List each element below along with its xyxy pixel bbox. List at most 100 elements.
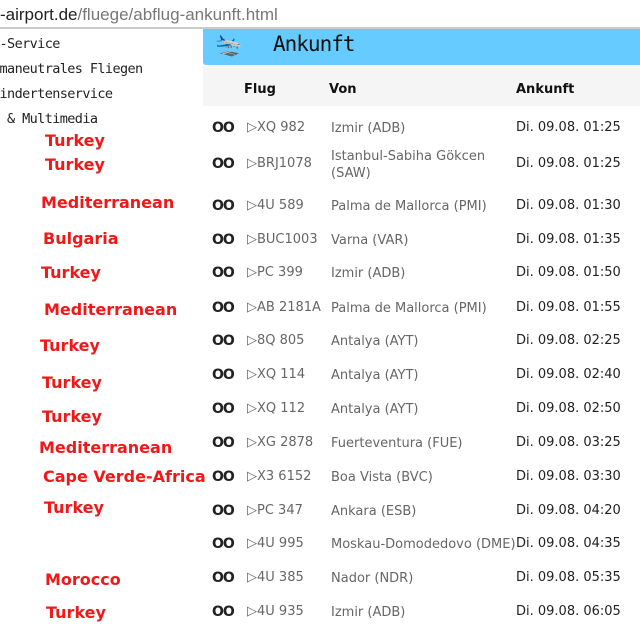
origin: Izmir (ADB)	[331, 121, 406, 136]
status-circles-icon: OO	[212, 300, 235, 316]
origin: Antalya (AYT)	[331, 402, 419, 417]
menu-item[interactable]: imaneutrales Fliegen	[0, 61, 143, 77]
menu-item[interactable]: P-Service	[0, 36, 60, 52]
status-circles-icon: OO	[212, 156, 235, 172]
side-menu: P-Service imaneutrales Fliegen hinderten…	[0, 32, 143, 132]
flight-code: PC 347	[257, 503, 303, 518]
region-annotation: Mediterranean	[39, 438, 173, 457]
region-annotation: Mediterranean	[41, 193, 175, 212]
origin: Izmir (ADB)	[331, 266, 406, 281]
origin: Palma de Mallorca (PMI)	[331, 301, 487, 316]
status-circles-icon: OO	[212, 604, 235, 620]
region-annotation: Morocco	[45, 570, 121, 589]
status-circles-icon: OO	[212, 265, 235, 281]
origin: Antalya (AYT)	[331, 334, 419, 349]
arrival-time: Di. 09.08. 02:40	[516, 367, 621, 382]
flight-code: AB 2181A	[257, 300, 321, 315]
col-von: Von	[329, 82, 357, 97]
origin: Fuerteventura (FUE)	[331, 436, 463, 451]
flight-number[interactable]: ▷4U 589	[247, 198, 304, 213]
flight-code: 8Q 805	[257, 333, 305, 348]
menu-item[interactable]: o & Multimedia	[0, 111, 98, 127]
arrival-time: Di. 09.08. 06:05	[516, 604, 621, 619]
flight-code: 4U 385	[257, 570, 304, 585]
address-bar[interactable]: -airport.de/fluege/abflug-ankunft.html	[0, 0, 640, 29]
col-ankunft: Ankunft	[516, 82, 575, 97]
flight-code: XQ 114	[257, 367, 306, 382]
flight-number[interactable]: ▷4U 385	[247, 570, 304, 585]
url-path: /fluege/abflug-ankunft.html	[77, 5, 278, 24]
region-annotation: Turkey	[45, 131, 105, 150]
arrival-time: Di. 09.08. 02:25	[516, 333, 621, 348]
status-circles-icon: OO	[212, 536, 235, 552]
status-circles-icon: OO	[212, 333, 235, 349]
arrival-time: Di. 09.08. 03:25	[516, 435, 621, 450]
flight-code: 4U 935	[257, 604, 304, 619]
flight-number[interactable]: ▷PC 399	[247, 265, 303, 280]
flight-number[interactable]: ▷4U 935	[247, 604, 304, 619]
origin: Antalya (AYT)	[331, 368, 419, 383]
flight-code: XQ 112	[257, 401, 306, 416]
arrival-time: Di. 09.08. 01:30	[516, 198, 621, 213]
flight-code: X3 6152	[257, 469, 312, 484]
status-circles-icon: OO	[212, 503, 235, 519]
status-circles-icon: OO	[212, 570, 235, 586]
origin: Moskau-Domodedovo (DME)	[331, 537, 516, 552]
origin: Varna (VAR)	[331, 233, 409, 248]
flight-number[interactable]: ▷XQ 982	[247, 120, 306, 135]
region-annotation: Turkey	[40, 336, 100, 355]
region-annotation: Turkey	[42, 407, 102, 426]
section-title: Ankunft	[273, 32, 356, 56]
flight-number[interactable]: ▷XQ 112	[247, 401, 306, 416]
region-annotation: Mediterranean	[44, 300, 178, 319]
region-annotation: Turkey	[46, 603, 106, 622]
status-circles-icon: OO	[212, 232, 235, 248]
flight-code: XG 2878	[257, 435, 314, 450]
menu-item[interactable]: hindertenservice	[0, 86, 113, 102]
table-header: Flug Von Ankunft	[203, 66, 640, 106]
flight-number[interactable]: ▷PC 347	[247, 503, 303, 518]
origin: Boa Vista (BVC)	[331, 470, 433, 485]
flight-code: XQ 982	[257, 120, 306, 135]
arrival-time: Di. 09.08. 01:35	[516, 232, 621, 247]
arrival-time: Di. 09.08. 04:35	[516, 536, 621, 551]
arrivals-header: 🛬 Ankunft	[203, 29, 640, 65]
flight-code: 4U 589	[257, 198, 304, 213]
flight-number[interactable]: ▷AB 2181A	[247, 300, 321, 315]
origin: Istanbul-Sabiha Gökcen (SAW)	[331, 149, 486, 181]
arrival-time: Di. 09.08. 01:50	[516, 265, 621, 280]
flight-code: PC 399	[257, 265, 303, 280]
region-annotation: Turkey	[42, 373, 102, 392]
flight-number[interactable]: ▷8Q 805	[247, 333, 305, 348]
flight-number[interactable]: ▷4U 995	[247, 536, 304, 551]
arrival-time: Di. 09.08. 01:55	[516, 300, 621, 315]
arrival-time: Di. 09.08. 02:50	[516, 401, 621, 416]
flight-code: BRJ1078	[257, 156, 312, 171]
flight-number[interactable]: ▷XQ 114	[247, 367, 306, 382]
flight-code: 4U 995	[257, 536, 304, 551]
flight-number[interactable]: ▷X3 6152	[247, 469, 312, 484]
arrival-time: Di. 09.08. 05:35	[516, 570, 621, 585]
arrival-time: Di. 09.08. 04:20	[516, 503, 621, 518]
col-flug: Flug	[244, 82, 276, 97]
flight-number[interactable]: ▷BUC1003	[247, 232, 318, 247]
origin: Palma de Mallorca (PMI)	[331, 199, 487, 214]
arrival-time: Di. 09.08. 01:25	[516, 156, 621, 171]
arrival-time: Di. 09.08. 01:25	[516, 120, 621, 135]
flight-code: BUC1003	[257, 232, 318, 247]
origin: Ankara (ESB)	[331, 504, 417, 519]
region-annotation: Turkey	[44, 498, 104, 517]
status-circles-icon: OO	[212, 401, 235, 417]
status-circles-icon: OO	[212, 120, 235, 136]
status-circles-icon: OO	[212, 198, 235, 214]
region-annotation: Turkey	[45, 155, 105, 174]
flight-number[interactable]: ▷XG 2878	[247, 435, 314, 450]
origin: Nador (NDR)	[331, 571, 414, 586]
region-annotation: Turkey	[41, 263, 101, 282]
arrival-time: Di. 09.08. 03:30	[516, 469, 621, 484]
status-circles-icon: OO	[212, 435, 235, 451]
origin: Izmir (ADB)	[331, 605, 406, 620]
region-annotation: Bulgaria	[43, 229, 119, 248]
flight-number[interactable]: ▷BRJ1078	[247, 156, 312, 171]
status-circles-icon: OO	[212, 367, 235, 383]
